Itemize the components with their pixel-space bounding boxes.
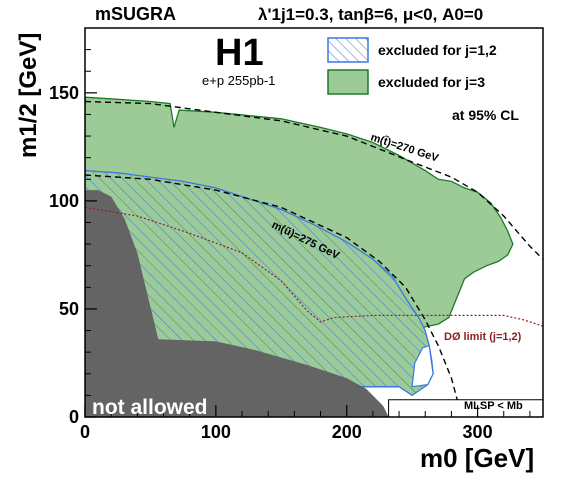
- x-tick-label: 100: [201, 422, 231, 442]
- x-axis-label: m0 [GeV]: [420, 443, 534, 473]
- header-right: λ'1j1=0.3, tanβ=6, μ<0, A0=0: [258, 5, 483, 24]
- lumi-label: e+p 255pb-1: [202, 73, 275, 88]
- annotation-lsp: MLSP < Mb: [464, 400, 523, 412]
- y-tick-label: 50: [59, 299, 79, 319]
- region-not-allowed: [85, 190, 389, 417]
- x-tick-label: 300: [463, 422, 493, 442]
- y-axis-label: m1/2 [GeV]: [15, 33, 42, 158]
- contour-stop-270: [85, 100, 543, 260]
- d0-limit-line: [85, 206, 543, 327]
- annotation-d0-limit: DØ limit (j=1,2): [444, 331, 522, 343]
- lsp-region-box: [388, 399, 543, 417]
- y-tick-label: 100: [49, 191, 79, 211]
- confidence-label: at 95% CL: [452, 107, 519, 123]
- x-tick-label: 0: [80, 422, 90, 442]
- annotation-not-allowed: not allowed: [92, 396, 208, 419]
- y-tick-label: 0: [69, 407, 79, 427]
- legend-swatch-j12: [327, 37, 369, 63]
- region-allowed-pocket: [411, 344, 434, 388]
- header-left: mSUGRA: [95, 4, 176, 24]
- contour-sup-275: [85, 174, 463, 417]
- y-tick-label: 150: [49, 83, 79, 103]
- experiment-logo: H1: [215, 32, 264, 74]
- legend-label-j3: excluded for j=3: [378, 74, 485, 90]
- legend-swatch-j3: [327, 69, 369, 95]
- x-tick-label: 200: [332, 422, 362, 442]
- legend-label-j12: excluded for j=1,2: [378, 42, 497, 58]
